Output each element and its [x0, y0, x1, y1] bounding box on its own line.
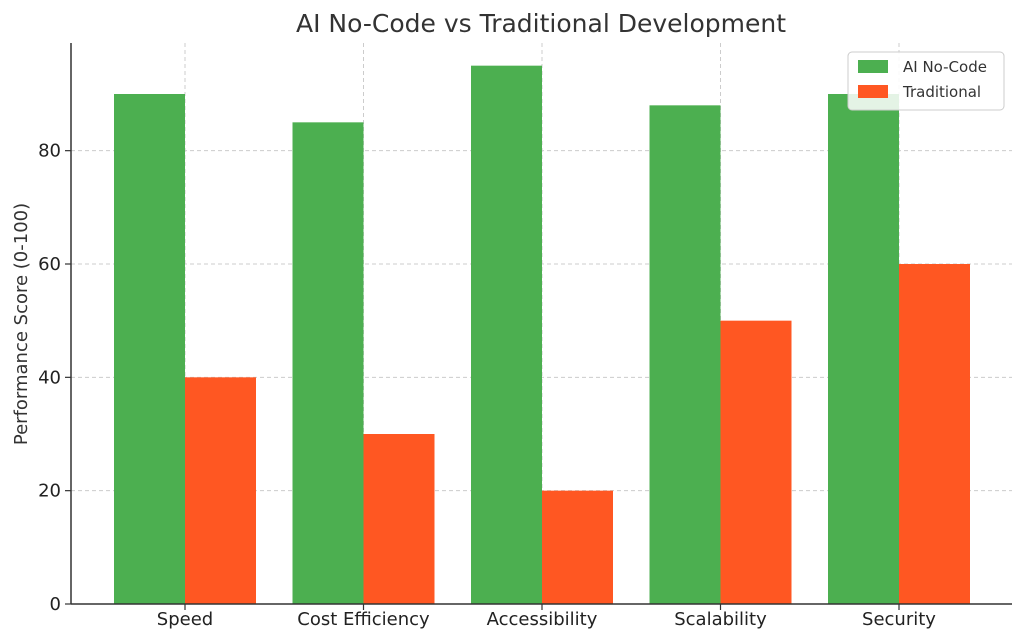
x-tick-label: Cost Efficiency [297, 609, 430, 630]
chart-title: AI No-Code vs Traditional Development [296, 9, 786, 38]
y-tick-label: 20 [38, 481, 61, 502]
y-axis-label: Performance Score (0-100) [11, 203, 32, 445]
bar-traditional [542, 490, 613, 604]
bar-ai-no-code [114, 94, 185, 604]
x-tick-label: Security [862, 609, 936, 630]
y-tick-label: 60 [38, 254, 61, 275]
bar-ai-no-code [649, 105, 721, 604]
bar-traditional [185, 377, 256, 604]
bar-ai-no-code [471, 65, 542, 604]
x-tick-label: Accessibility [487, 609, 598, 630]
bar-traditional [899, 264, 970, 604]
legend: AI No-Code Traditional [847, 51, 1005, 111]
tick-labels: 0 20 40 60 80 Speed Cost Efficiency Accessibili… [38, 141, 936, 630]
bar-ai-no-code [828, 94, 899, 604]
bar-traditional [720, 320, 792, 604]
legend-swatch-traditional [858, 85, 888, 98]
bar-traditional [363, 434, 435, 604]
y-tick-label: 0 [50, 594, 61, 615]
y-tick-label: 40 [38, 367, 61, 388]
legend-label-ai-no-code: AI No-Code [903, 58, 987, 76]
x-tick-label: Speed [157, 609, 213, 630]
legend-swatch-ai-no-code [858, 60, 888, 73]
x-tick-label: Scalability [674, 609, 767, 630]
bars [114, 65, 970, 604]
legend-label-traditional: Traditional [902, 83, 981, 101]
y-tick-label: 80 [38, 141, 61, 162]
bar-ai-no-code [292, 122, 364, 604]
